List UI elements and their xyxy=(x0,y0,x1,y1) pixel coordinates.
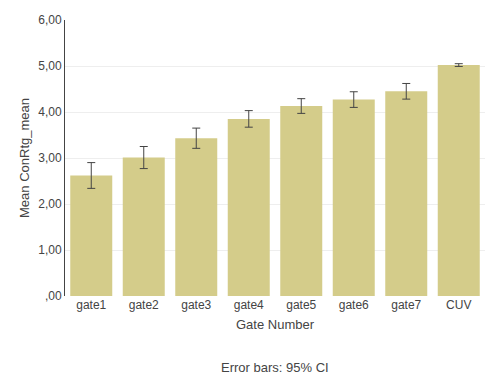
svg-text:CUV: CUV xyxy=(446,298,471,312)
svg-text:Gate Number: Gate Number xyxy=(236,317,315,332)
svg-text:6,00: 6,00 xyxy=(38,13,62,27)
svg-text:gate1: gate1 xyxy=(76,298,106,312)
svg-text:,00: ,00 xyxy=(45,289,62,303)
svg-text:1,00: 1,00 xyxy=(38,243,62,257)
svg-text:gate3: gate3 xyxy=(181,298,211,312)
svg-text:gate5: gate5 xyxy=(286,298,316,312)
svg-text:5,00: 5,00 xyxy=(38,59,62,73)
svg-text:2,00: 2,00 xyxy=(38,197,62,211)
svg-text:gate6: gate6 xyxy=(339,298,369,312)
svg-text:4,00: 4,00 xyxy=(38,105,62,119)
svg-text:gate2: gate2 xyxy=(129,298,159,312)
svg-text:Mean ConRtg_mean: Mean ConRtg_mean xyxy=(17,98,32,218)
svg-text:gate4: gate4 xyxy=(234,298,264,312)
svg-text:Error bars: 95% CI: Error bars: 95% CI xyxy=(221,360,329,375)
svg-text:3,00: 3,00 xyxy=(38,151,62,165)
svg-text:gate7: gate7 xyxy=(391,298,421,312)
